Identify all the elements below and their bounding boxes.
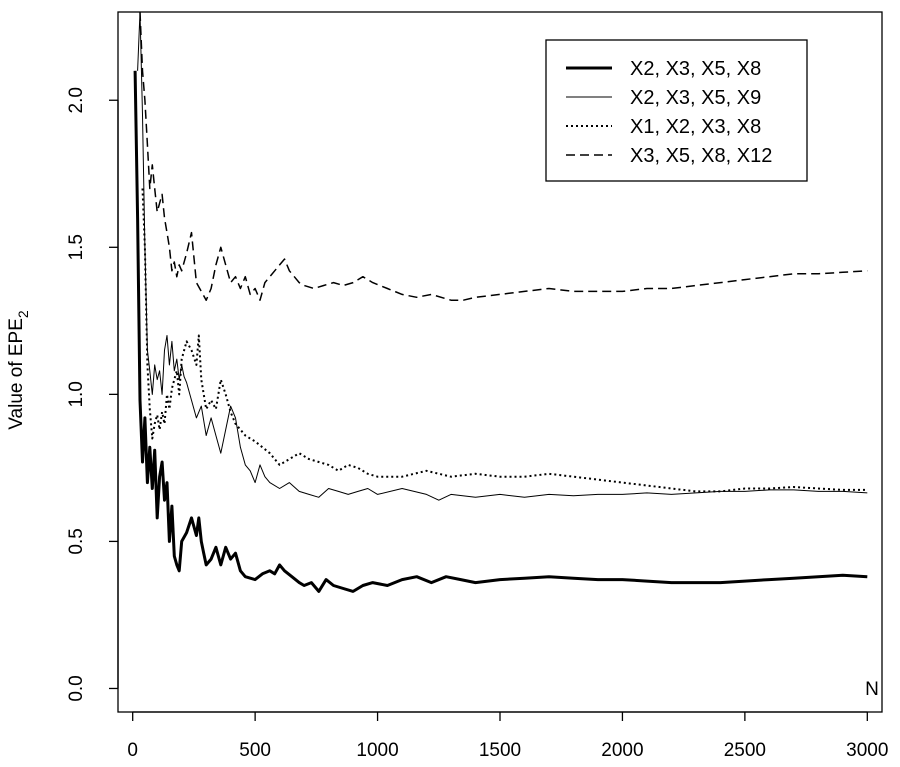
y-axis: 0.0 0.5 1.0 1.5 2.0 [66, 87, 119, 702]
legend-box [545, 39, 808, 182]
y-tick-label: 0.0 [66, 675, 87, 701]
x-tick-label: 1000 [356, 740, 398, 761]
x-tick-label: 2000 [601, 740, 643, 761]
series-line-1 [133, 70, 868, 593]
x-tick-label: 3000 [846, 740, 888, 761]
legend-label-4: X3, X5, X8, X12 [630, 145, 772, 167]
y-tick-label: 1.5 [66, 234, 87, 260]
x-axis: 0 500 1000 1500 2000 2500 3000 [127, 711, 888, 761]
y-tick-label: 2.0 [66, 87, 87, 113]
legend-label-3: X1, X2, X3, X8 [630, 116, 761, 138]
legend-label-1: X2, X3, X5, X8 [630, 58, 761, 80]
legend: X2, X3, X5, X8 X2, X3, X5, X9 X1, X2, X3, … [545, 39, 808, 182]
x-axis-title: N [865, 679, 879, 700]
x-tick-label: 1500 [479, 740, 521, 761]
x-tick-label: 2500 [724, 740, 766, 761]
y-tick-label: 1.0 [66, 381, 87, 407]
series-line-4 [139, 12, 868, 301]
x-tick-label: 500 [239, 740, 271, 761]
y-tick-label: 0.5 [66, 528, 87, 554]
y-axis-title: Value of EPE2 [6, 310, 31, 430]
x-tick-label: 0 [127, 740, 138, 761]
legend-label-2: X2, X3, X5, X9 [630, 87, 761, 109]
series-line-3 [141, 188, 868, 493]
series-layer [133, 12, 868, 593]
series-line-2 [137, 12, 868, 501]
